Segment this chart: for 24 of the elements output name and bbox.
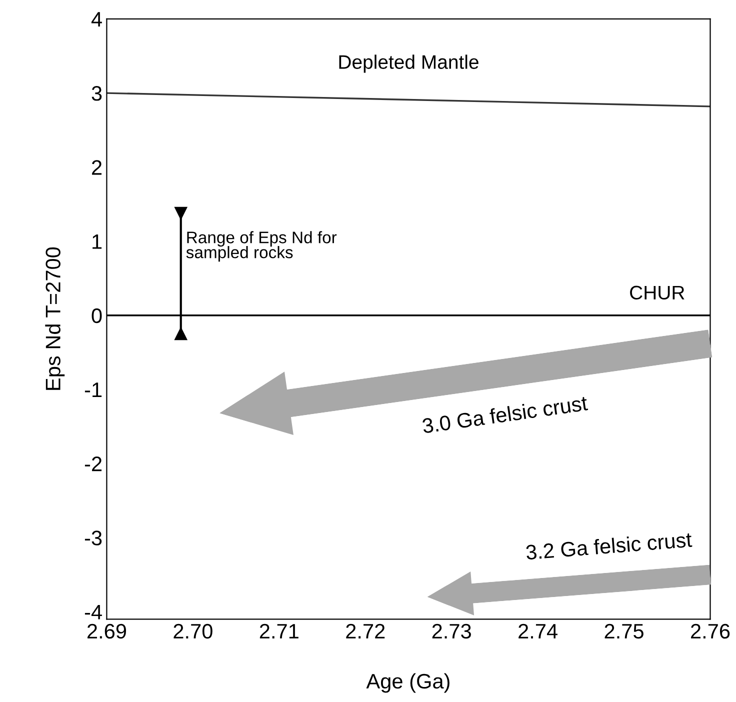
x-tick-label: 2.70 [174, 624, 212, 639]
x-axis-title: Age (Ga) [366, 673, 450, 693]
x-tick-label: 2.74 [518, 624, 558, 638]
y-tick-label: 1 [92, 234, 102, 249]
y-tick-label: 4 [91, 12, 102, 27]
x-tick-label: 2.69 [87, 624, 126, 639]
series-label: 3.2 Ga felsic crust [526, 532, 692, 560]
y-tick-label: 0 [92, 308, 102, 324]
x-tick-label: 2.72 [346, 624, 385, 638]
series-label: Depleted Mantle [339, 54, 478, 73]
y-tick-label: -2 [84, 456, 102, 472]
y-axis-title: Eps Nd T=2700 [45, 247, 65, 390]
ref-line-label: CHUR [630, 286, 684, 300]
x-tick-label: 2.71 [260, 624, 298, 638]
y-tick-label: -3 [84, 530, 102, 546]
y-tick-label: -1 [84, 382, 102, 398]
y-tick-label: -4 [84, 604, 102, 620]
y-tick-label: 3 [92, 86, 102, 101]
text: 3.0 Ga felsic crust [422, 395, 588, 434]
y-tick-label: 2 [92, 160, 102, 175]
x-tick-label: 2.73 [432, 624, 471, 639]
series-label: Range of Eps Nd for sampled rocks [186, 231, 337, 262]
x-tick-label: 2.75 [604, 624, 644, 639]
x-tick-label: 2.76 [691, 624, 730, 639]
